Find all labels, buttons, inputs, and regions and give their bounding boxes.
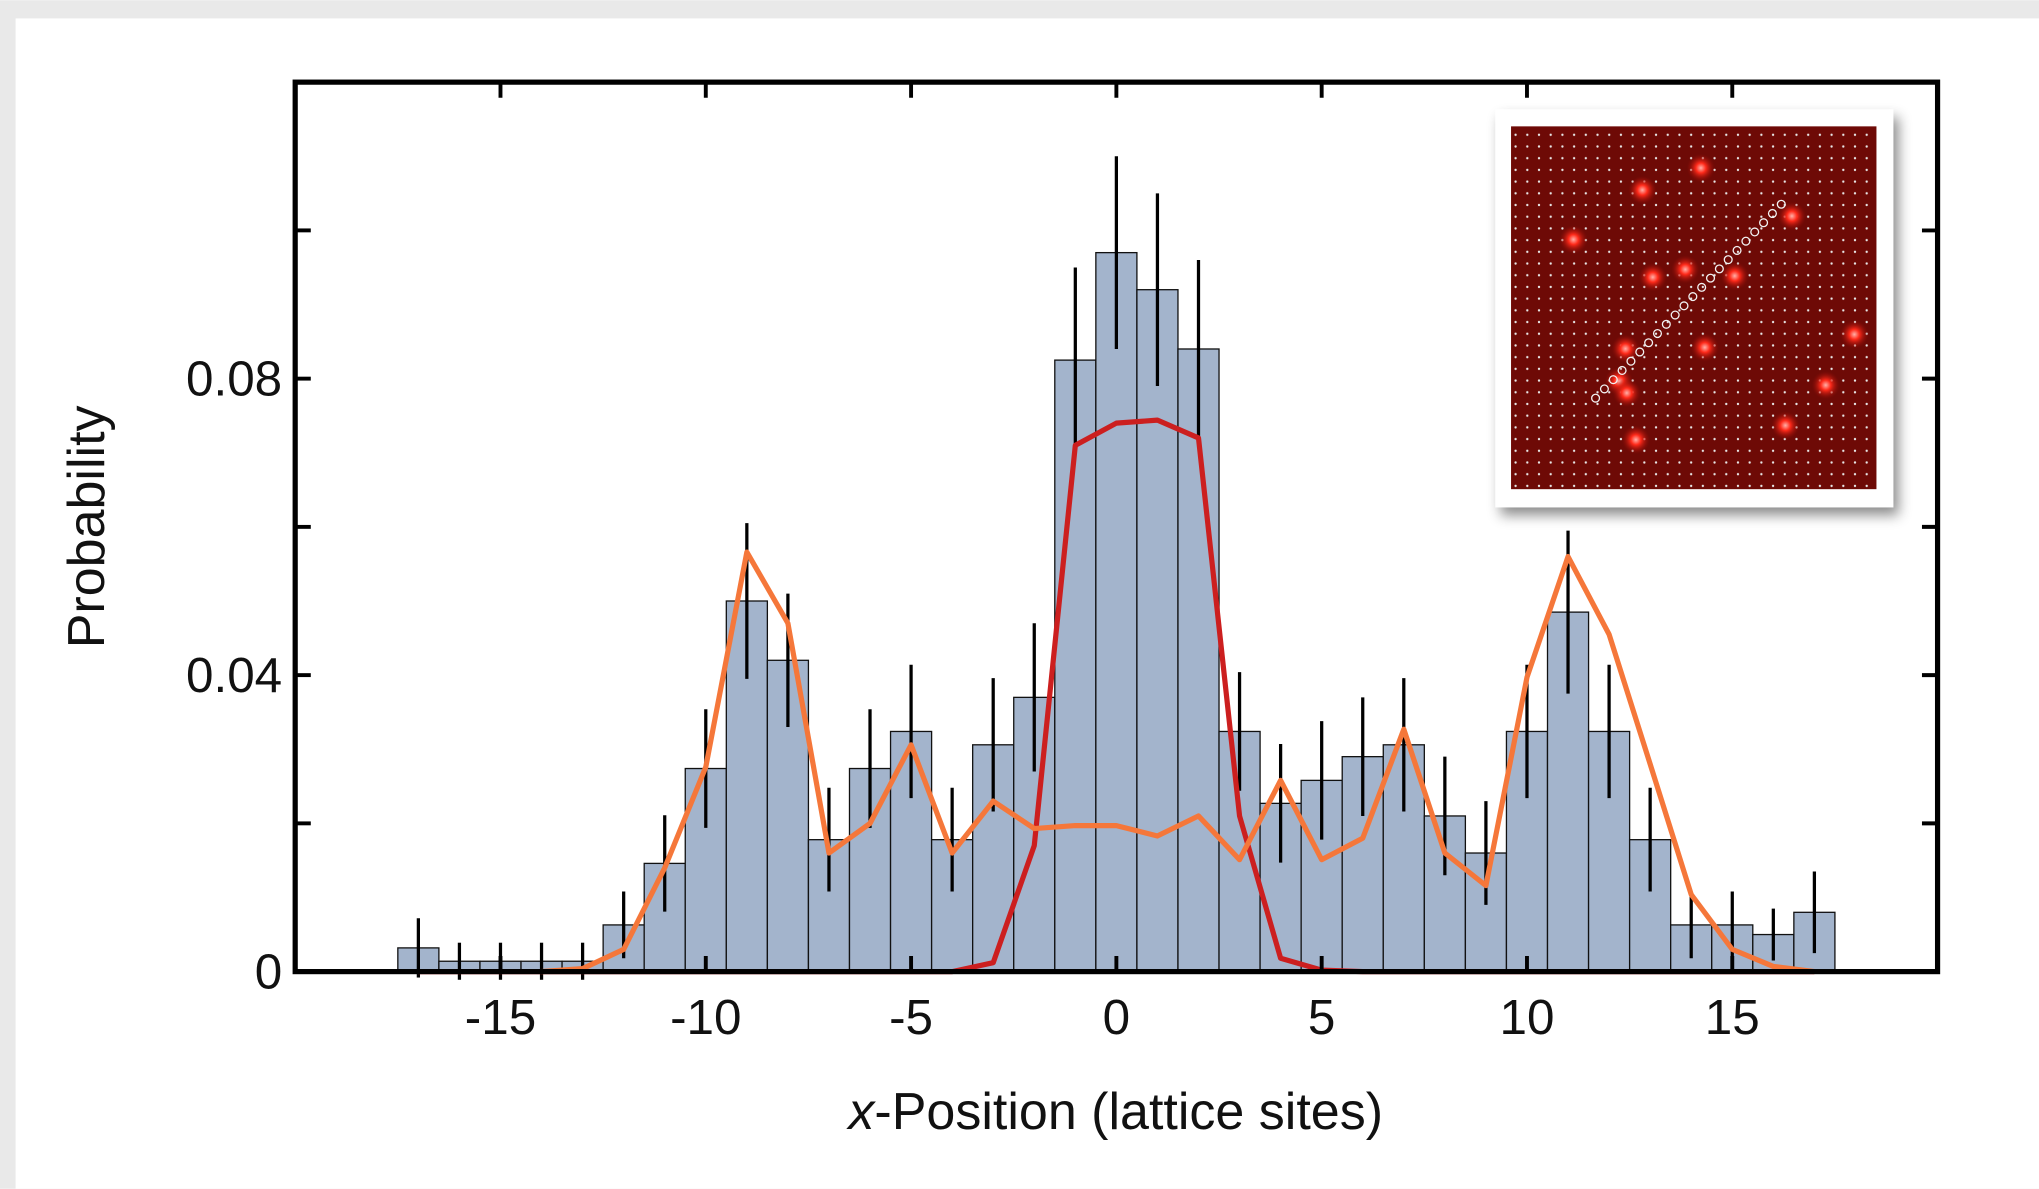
y-tick-label: 0 — [255, 945, 282, 1000]
inset-marker — [1776, 199, 1786, 209]
bar — [1095, 251, 1138, 973]
inset-atom — [1628, 175, 1657, 205]
x-tick-label: 0 — [1103, 990, 1130, 1045]
inset-atom — [1559, 225, 1588, 254]
inset-atom — [1720, 261, 1750, 291]
inset-marker — [1617, 365, 1627, 375]
inset-atom — [1670, 255, 1700, 284]
x-tick-label: 15 — [1705, 990, 1760, 1045]
inset-marker — [1591, 393, 1601, 403]
inset-marker — [1644, 338, 1654, 348]
inset-marker — [1670, 310, 1680, 320]
inset-atom — [1638, 262, 1668, 292]
inset-atom — [1811, 370, 1841, 400]
inset-atom — [1612, 378, 1642, 408]
inset-marker — [1732, 245, 1742, 255]
inset-marker — [1741, 236, 1751, 246]
inset-lattice — [1511, 126, 1877, 490]
inset-marker — [1608, 375, 1618, 385]
bar — [1136, 289, 1179, 973]
x-tick-label: -10 — [670, 990, 741, 1045]
inset-marker — [1714, 264, 1724, 274]
inset — [1495, 109, 1894, 508]
inset-atom — [1686, 153, 1716, 183]
inset-marker — [1599, 384, 1609, 394]
inset-marker — [1688, 292, 1698, 302]
inset-marker — [1759, 218, 1769, 228]
inset-atom — [1777, 201, 1807, 231]
inset-atoms — [1559, 153, 1869, 455]
y-tick-label: 0.04 — [186, 648, 282, 703]
y-tick-label: 0.08 — [186, 352, 282, 407]
inset-marker — [1626, 356, 1636, 366]
inset-marker — [1705, 273, 1716, 283]
x-tick-label: 10 — [1499, 990, 1554, 1045]
inset-atom — [1690, 333, 1720, 362]
x-axis-label-text: -Position (lattice sites) — [874, 1083, 1383, 1141]
y-axis-label: Probability — [58, 405, 116, 648]
inset-marker — [1697, 282, 1707, 292]
inset-atom — [1611, 334, 1640, 364]
inset-atom — [1840, 320, 1869, 349]
inset-atom — [1621, 425, 1651, 455]
inset-marker — [1767, 208, 1777, 219]
inset-atom — [1771, 411, 1800, 440]
inset-marker — [1661, 319, 1671, 329]
inset-marker — [1723, 255, 1733, 265]
x-axis-variable: x — [845, 1083, 876, 1141]
x-tick-label: -5 — [889, 990, 933, 1045]
model-line — [541, 549, 1815, 975]
inset-marker — [1679, 301, 1689, 311]
inset-marker — [1750, 227, 1760, 237]
x-axis-label: x-Position (lattice sites) — [845, 1083, 1383, 1141]
plot-area: -15 -10 -5 0 5 10 15 0 0.04 0.08 — [186, 79, 1941, 1045]
inset-marker — [1652, 328, 1663, 339]
x-tick-label: -15 — [465, 990, 536, 1045]
x-tick-label: 5 — [1308, 990, 1335, 1045]
inset-marker — [1635, 347, 1645, 357]
